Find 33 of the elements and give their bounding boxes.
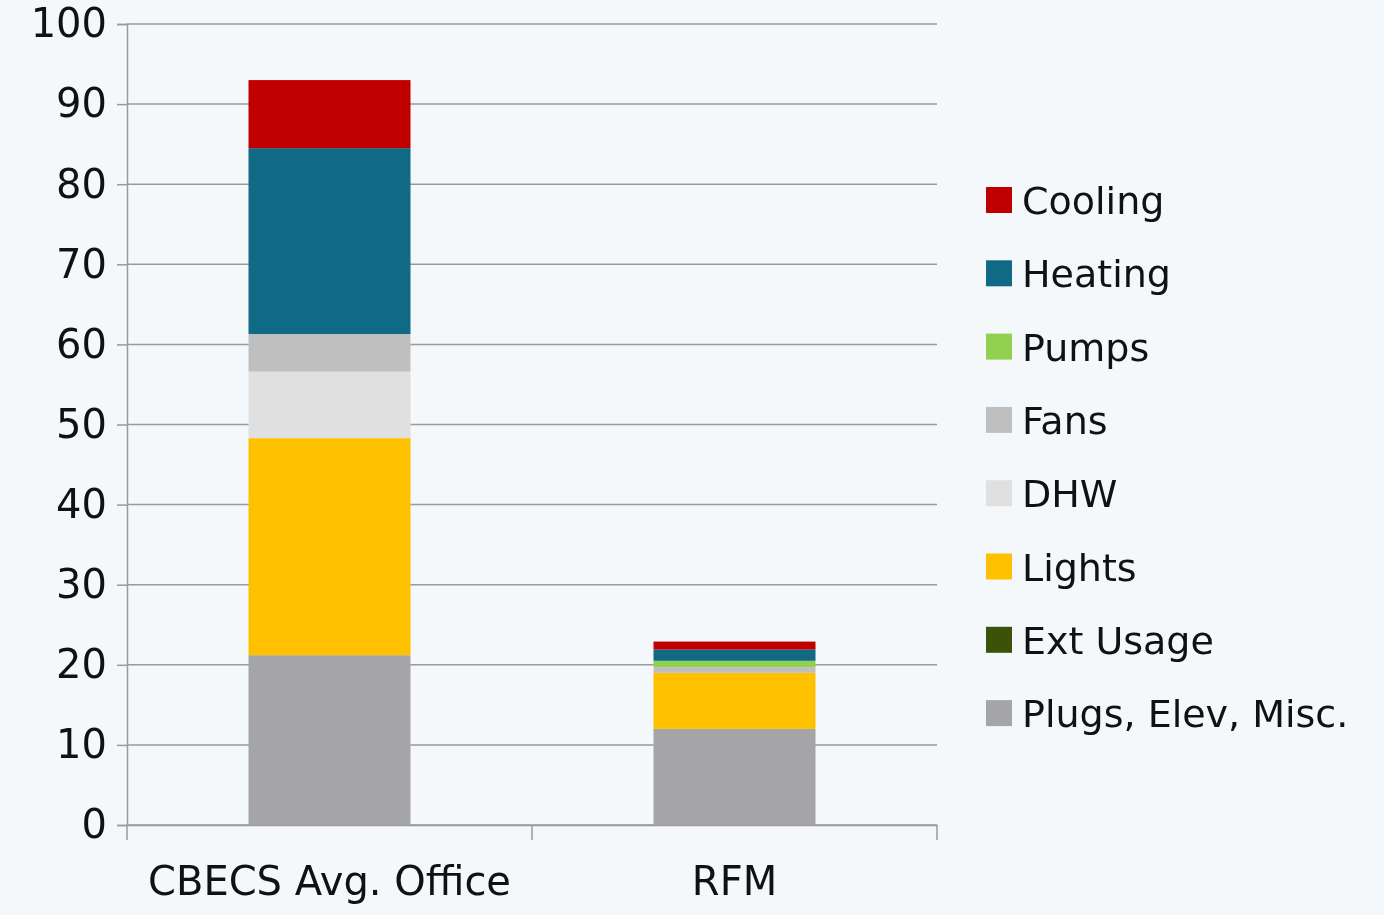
legend-label: Cooling: [1022, 179, 1165, 223]
legend-label: Ext Usage: [1022, 618, 1214, 663]
bar: [653, 660, 816, 668]
bar: [248, 148, 411, 334]
y-tick-label: 10: [56, 721, 107, 768]
legend-label: Lights: [1022, 545, 1137, 590]
legend-label: Fans: [1022, 398, 1108, 443]
y-tick-label: 90: [56, 80, 107, 127]
bar: [248, 80, 411, 149]
bar: [653, 649, 816, 661]
y-tick-label: 100: [30, 0, 107, 47]
bar: [653, 672, 816, 729]
y-tick-label: 40: [56, 480, 107, 527]
bar: [248, 371, 411, 439]
legend-label: DHW: [1022, 472, 1118, 517]
bar: [248, 438, 411, 656]
y-tick-label: 60: [56, 320, 107, 367]
y-tick-label: 70: [56, 240, 107, 287]
x-tick-label: CBECS Avg. Office: [148, 858, 511, 905]
y-tick-label: 30: [56, 561, 107, 607]
legend-label: Plugs, Elev, Misc.: [1022, 692, 1349, 737]
bar: [248, 655, 411, 825]
bar: [653, 641, 816, 650]
y-tick-label: 0: [81, 801, 107, 848]
y-tick-label: 20: [56, 641, 107, 688]
legend-label: Heating: [1022, 252, 1171, 297]
legend-label: Pumps: [1022, 325, 1150, 370]
x-tick-label: RFM: [691, 858, 778, 905]
bar: [248, 333, 411, 372]
y-tick-label: 50: [56, 400, 107, 447]
y-tick-label: 80: [56, 160, 107, 207]
bar: [653, 728, 816, 825]
bar: [653, 667, 816, 673]
